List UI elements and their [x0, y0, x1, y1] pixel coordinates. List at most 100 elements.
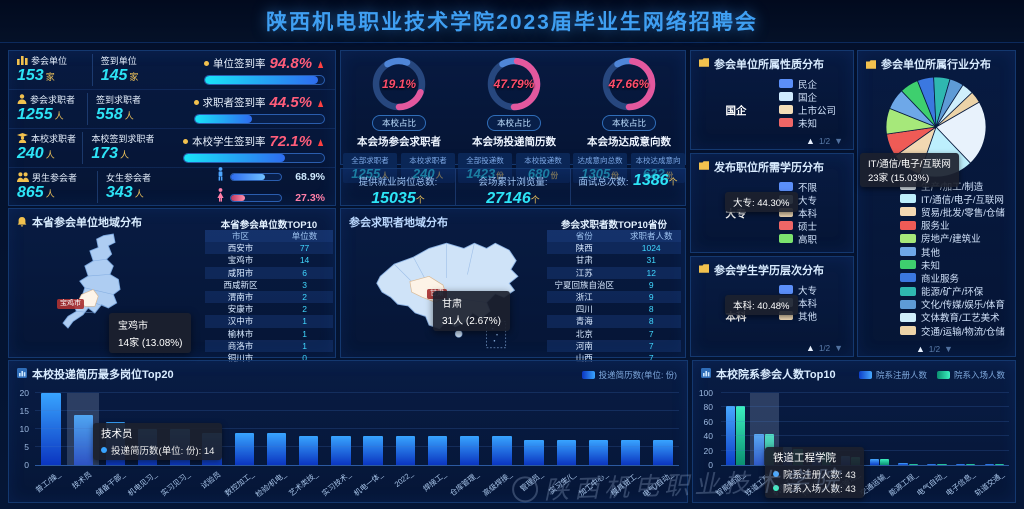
legend-item[interactable]: 未知 — [779, 116, 836, 130]
pager-down-icon[interactable]: ▼ — [834, 136, 843, 146]
bar-slot[interactable] — [454, 393, 486, 465]
legend-item[interactable]: 能源/矿产/环保 — [900, 285, 1005, 298]
bar-slot[interactable] — [421, 393, 453, 465]
gauge-ring[interactable]: 47.66% — [600, 55, 658, 113]
bar-slot[interactable] — [357, 393, 389, 465]
table-row[interactable]: 榆林市 1 — [227, 328, 307, 339]
legend-item[interactable]: IT/通信/电子/互联网 — [900, 192, 1005, 206]
table-row[interactable]: 西咸新区 3 — [223, 279, 307, 290]
table-row[interactable]: 商洛市 1 — [205, 339, 333, 352]
legend-item[interactable]: 商业服务 — [900, 271, 1005, 285]
table-row[interactable]: 北京 7 — [575, 328, 654, 339]
bar-slot[interactable] — [228, 393, 260, 465]
legend-item[interactable]: 大专 — [779, 283, 817, 297]
legend-item[interactable]: 文体教育/工艺美术 — [900, 311, 1005, 324]
bar-slot[interactable] — [865, 393, 894, 465]
legend-item[interactable]: 交通/运输/物流/仓储 — [900, 324, 1005, 338]
table-row[interactable]: 汉中市 1 — [205, 315, 333, 328]
bar[interactable] — [427, 436, 448, 465]
pie-slice[interactable] — [935, 91, 980, 128]
legend-item[interactable]: 文化/传媒/娱乐/体育 — [900, 298, 1005, 311]
bar[interactable] — [995, 464, 1005, 465]
legend-item[interactable]: 其他 — [779, 309, 817, 323]
gauge-ring[interactable]: 47.79% — [485, 55, 543, 113]
bar-slot[interactable] — [894, 393, 923, 465]
bar[interactable] — [234, 432, 254, 465]
bar[interactable] — [937, 463, 947, 465]
legend-item[interactable]: 贸易/批发/零售/仓储 — [900, 205, 1005, 219]
legend-item[interactable]: 院系注册人数 — [858, 369, 927, 381]
legend-item[interactable]: 未知 — [900, 258, 1005, 272]
bar[interactable] — [331, 436, 351, 465]
bar[interactable] — [956, 464, 966, 465]
table-row[interactable]: 咸阳市 6 — [205, 266, 333, 279]
legend-item[interactable]: 本科 — [779, 206, 817, 220]
bar[interactable] — [908, 463, 918, 465]
table-row[interactable]: 渭南市 2 — [205, 290, 333, 304]
legend-item[interactable]: 服务业 — [900, 219, 1005, 232]
bar-slot[interactable] — [951, 393, 980, 465]
bar[interactable] — [41, 393, 61, 465]
bar[interactable] — [524, 439, 544, 465]
bar[interactable] — [299, 436, 319, 465]
bar-slot[interactable] — [721, 393, 750, 465]
bar-slot[interactable] — [35, 393, 67, 465]
legend-item[interactable]: 房地产/建筑业 — [900, 232, 1005, 245]
legend-item[interactable]: 民企 — [779, 77, 836, 91]
table-row[interactable]: 甘肃 31 — [575, 255, 656, 266]
bar[interactable] — [492, 436, 512, 465]
table-row[interactable]: 陕西 1024 — [547, 242, 681, 255]
legend-item[interactable]: 国企 — [779, 90, 836, 104]
bar[interactable] — [395, 436, 415, 465]
table-row[interactable]: 青海 8 — [547, 315, 681, 328]
gauge-ring[interactable]: 19.1% — [370, 55, 428, 113]
table-row[interactable]: 江苏 12 — [547, 266, 681, 279]
legend-item[interactable]: 投递简历数(单位: 份) — [581, 369, 677, 381]
legend-item[interactable]: 其他 — [900, 245, 1005, 259]
bar[interactable] — [879, 458, 890, 465]
bar-slot[interactable] — [325, 393, 357, 465]
pager-up-icon[interactable]: ▲ — [806, 136, 815, 146]
bar[interactable] — [725, 405, 735, 465]
bar-slot[interactable] — [615, 393, 647, 465]
pager-down-icon[interactable]: ▼ — [944, 344, 953, 354]
table-row[interactable]: 四川 8 — [575, 304, 654, 315]
bar-slot[interactable] — [582, 393, 614, 465]
table-row[interactable]: 西安市 77 — [205, 242, 333, 255]
bar[interactable] — [363, 436, 383, 465]
donut-chart[interactable]: 国企 — [699, 73, 773, 147]
table-row[interactable]: 河南 7 — [547, 339, 681, 352]
table-row[interactable]: 浙江 9 — [547, 290, 681, 304]
bar[interactable] — [735, 405, 746, 465]
bar[interactable] — [460, 436, 480, 465]
table-row[interactable]: 山西 7 — [575, 352, 654, 363]
bar-slot[interactable] — [389, 393, 421, 465]
bar-slot[interactable] — [260, 393, 292, 465]
bar-slot[interactable] — [980, 393, 1009, 465]
bar-slot[interactable] — [486, 393, 518, 465]
bar-slot[interactable] — [293, 393, 325, 465]
table-row[interactable]: 铜川市 0 — [227, 352, 307, 363]
pager-up-icon[interactable]: ▲ — [806, 343, 815, 353]
legend-item[interactable]: 上市公司 — [779, 103, 836, 117]
table-row[interactable]: 宁夏回族自治区 9 — [554, 279, 654, 290]
bar[interactable] — [966, 464, 976, 465]
bar[interactable] — [73, 414, 93, 465]
pie-slice[interactable] — [935, 101, 987, 164]
bar-slot[interactable] — [647, 393, 679, 465]
legend-item[interactable]: 硕士 — [779, 219, 817, 233]
bar[interactable] — [266, 432, 287, 465]
bar[interactable] — [653, 439, 673, 465]
bar[interactable] — [556, 439, 576, 465]
bar[interactable] — [984, 464, 995, 465]
bar-slot[interactable] — [550, 393, 582, 465]
table-row[interactable]: 安康市 2 — [227, 304, 307, 315]
bar-slot[interactable] — [923, 393, 952, 465]
donut-chart[interactable]: 大专 — [699, 176, 773, 250]
bar[interactable] — [588, 439, 609, 465]
bar[interactable] — [927, 463, 937, 465]
pager-up-icon[interactable]: ▲ — [916, 344, 925, 354]
bar[interactable] — [621, 439, 641, 465]
legend-item[interactable]: 高职 — [779, 232, 817, 246]
table-row[interactable]: 宝鸡市 14 — [227, 255, 310, 266]
